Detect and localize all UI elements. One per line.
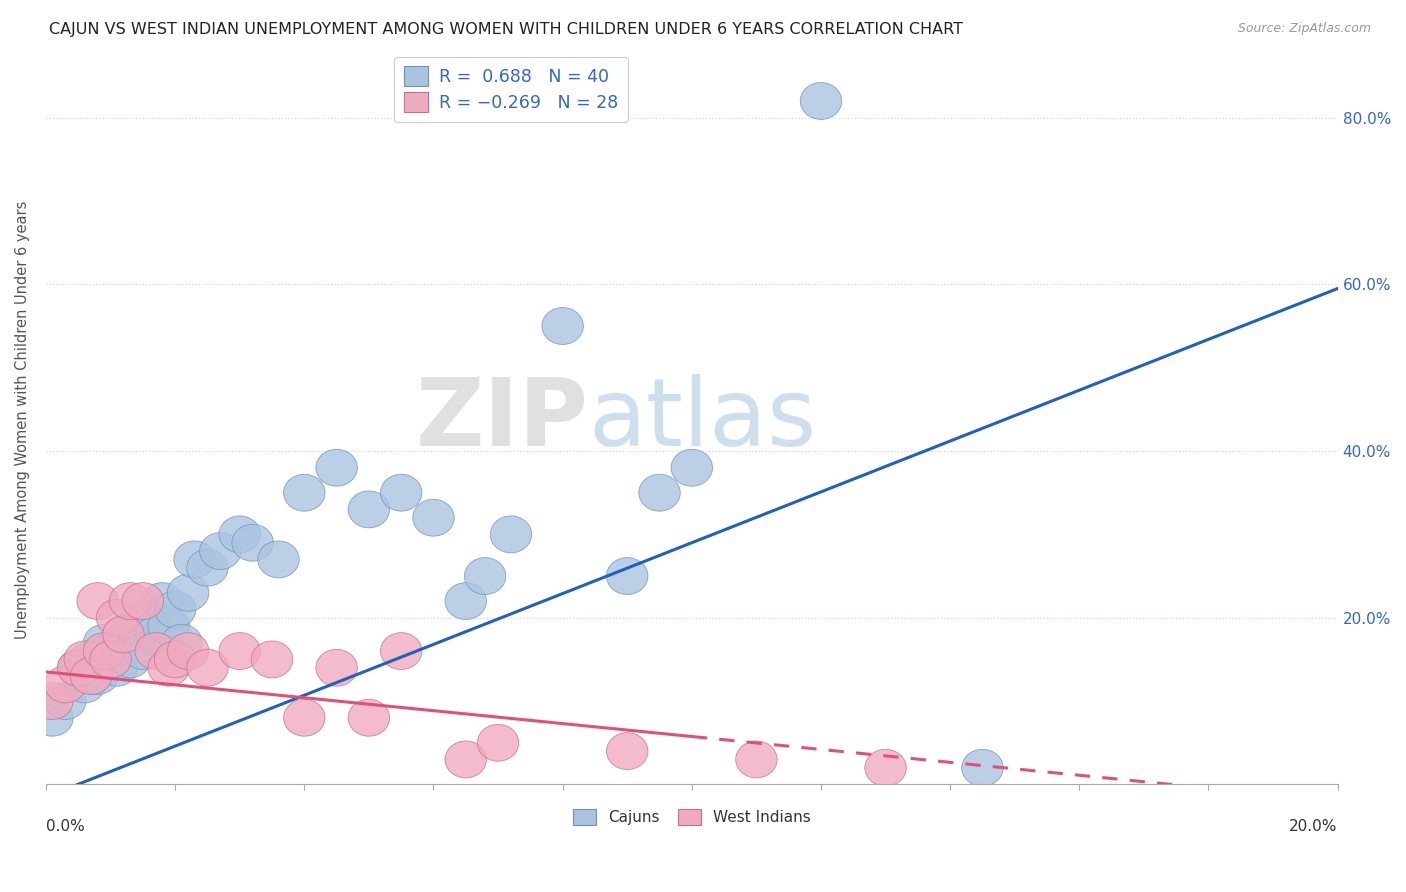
Ellipse shape (464, 558, 506, 594)
Ellipse shape (187, 549, 228, 586)
Text: 0.0%: 0.0% (46, 820, 84, 834)
Ellipse shape (174, 541, 215, 578)
Text: atlas: atlas (589, 374, 817, 466)
Ellipse shape (110, 641, 150, 678)
Ellipse shape (219, 632, 260, 670)
Ellipse shape (122, 582, 163, 620)
Ellipse shape (70, 657, 112, 695)
Ellipse shape (110, 582, 150, 620)
Ellipse shape (316, 450, 357, 486)
Ellipse shape (413, 500, 454, 536)
Ellipse shape (122, 632, 163, 670)
Ellipse shape (128, 599, 170, 636)
Ellipse shape (381, 632, 422, 670)
Ellipse shape (83, 624, 125, 661)
Ellipse shape (671, 450, 713, 486)
Text: Source: ZipAtlas.com: Source: ZipAtlas.com (1237, 22, 1371, 36)
Ellipse shape (284, 475, 325, 511)
Ellipse shape (135, 632, 177, 670)
Ellipse shape (381, 475, 422, 511)
Ellipse shape (58, 649, 98, 686)
Ellipse shape (735, 741, 778, 778)
Ellipse shape (45, 666, 86, 703)
Text: ZIP: ZIP (416, 374, 589, 466)
Ellipse shape (606, 732, 648, 770)
Text: CAJUN VS WEST INDIAN UNEMPLOYMENT AMONG WOMEN WITH CHILDREN UNDER 6 YEARS CORREL: CAJUN VS WEST INDIAN UNEMPLOYMENT AMONG … (49, 22, 963, 37)
Ellipse shape (70, 641, 112, 678)
Ellipse shape (187, 649, 228, 686)
Y-axis label: Unemployment Among Women with Children Under 6 years: Unemployment Among Women with Children U… (15, 201, 30, 639)
Ellipse shape (316, 649, 357, 686)
Ellipse shape (349, 699, 389, 736)
Ellipse shape (284, 699, 325, 736)
Ellipse shape (160, 624, 202, 661)
Ellipse shape (148, 607, 190, 645)
Ellipse shape (135, 616, 177, 653)
Ellipse shape (167, 574, 208, 611)
Ellipse shape (96, 599, 138, 636)
Ellipse shape (58, 649, 98, 686)
Ellipse shape (491, 516, 531, 553)
Ellipse shape (90, 632, 131, 670)
Ellipse shape (83, 632, 125, 670)
Ellipse shape (257, 541, 299, 578)
Ellipse shape (477, 724, 519, 761)
Ellipse shape (962, 749, 1002, 786)
Ellipse shape (446, 582, 486, 620)
Ellipse shape (77, 582, 118, 620)
Text: 20.0%: 20.0% (1289, 820, 1337, 834)
Ellipse shape (115, 607, 157, 645)
Ellipse shape (103, 616, 145, 653)
Ellipse shape (219, 516, 260, 553)
Ellipse shape (65, 641, 105, 678)
Ellipse shape (77, 657, 118, 695)
Ellipse shape (155, 591, 195, 628)
Ellipse shape (167, 632, 208, 670)
Ellipse shape (103, 616, 145, 653)
Ellipse shape (32, 699, 73, 736)
Ellipse shape (45, 682, 86, 720)
Ellipse shape (32, 682, 73, 720)
Ellipse shape (200, 533, 240, 569)
Ellipse shape (800, 83, 842, 120)
Ellipse shape (252, 641, 292, 678)
Ellipse shape (155, 641, 195, 678)
Ellipse shape (90, 641, 131, 678)
Ellipse shape (638, 475, 681, 511)
Ellipse shape (142, 582, 183, 620)
Legend: Cajuns, West Indians: Cajuns, West Indians (567, 803, 817, 831)
Ellipse shape (65, 666, 105, 703)
Ellipse shape (96, 649, 138, 686)
Ellipse shape (541, 308, 583, 344)
Ellipse shape (349, 491, 389, 528)
Ellipse shape (865, 749, 907, 786)
Ellipse shape (446, 741, 486, 778)
Ellipse shape (148, 649, 190, 686)
Ellipse shape (606, 558, 648, 594)
Ellipse shape (232, 524, 273, 561)
